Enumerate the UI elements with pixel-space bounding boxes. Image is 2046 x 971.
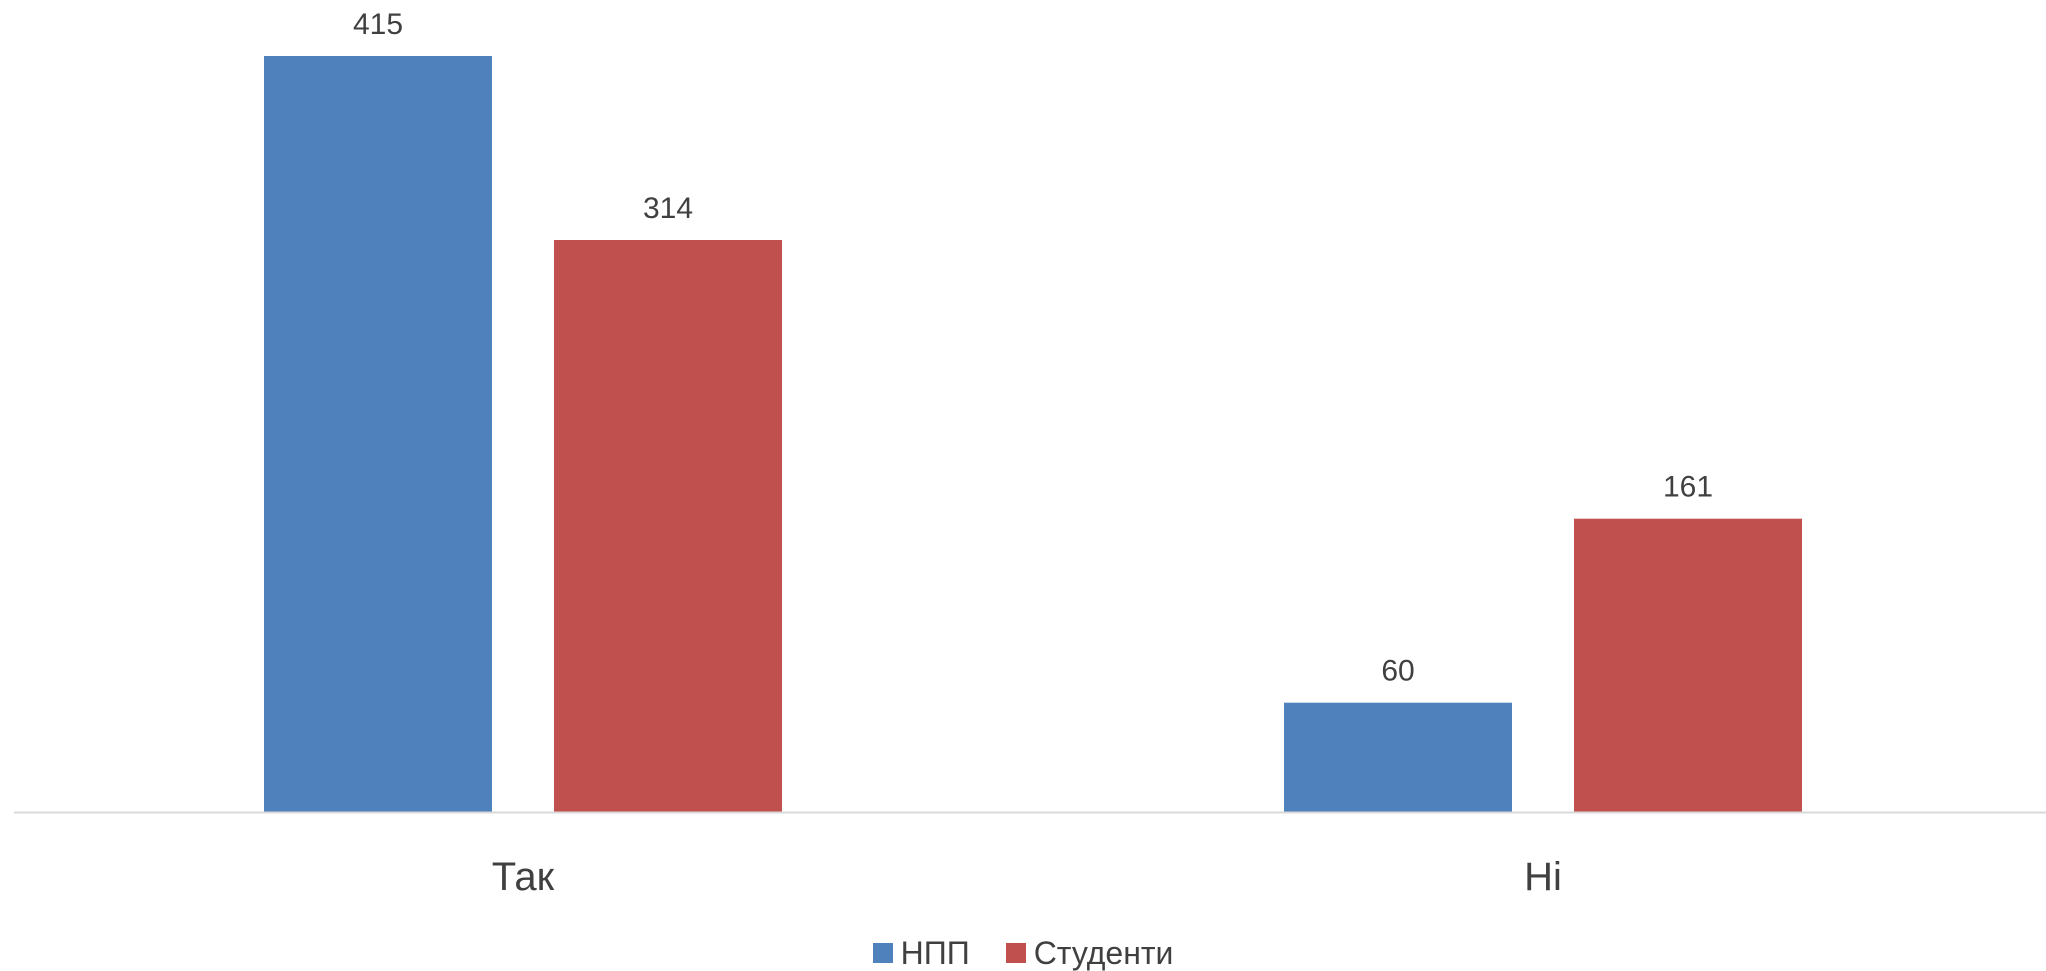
- legend-item-students: Студенти: [1005, 935, 1174, 971]
- data-label-1-0: 60: [1381, 655, 1414, 688]
- legend-swatch-npp: [872, 943, 893, 963]
- category-label-1: Ні: [1524, 855, 1562, 899]
- category-labels-layer: Так Ні: [492, 855, 1562, 899]
- bars-layer: [264, 56, 1802, 812]
- legend-label-students: Студенти: [1033, 935, 1174, 971]
- bar-0-0: [264, 56, 492, 812]
- data-labels-layer: 415 314 60 161: [353, 8, 1713, 688]
- bar-1-1: [1574, 518, 1802, 812]
- legend-swatch-students: [1005, 943, 1026, 963]
- data-label-0-1: 314: [643, 192, 693, 225]
- bar-0-1: [554, 239, 782, 812]
- data-label-0-0: 415: [353, 8, 403, 41]
- legend-item-npp: НПП: [872, 935, 970, 971]
- category-label-0: Так: [492, 855, 555, 899]
- legend: НПП Студенти: [0, 935, 2046, 971]
- legend-label-npp: НПП: [900, 935, 970, 971]
- data-label-1-1: 161: [1663, 471, 1713, 504]
- bar-1-0: [1284, 702, 1512, 812]
